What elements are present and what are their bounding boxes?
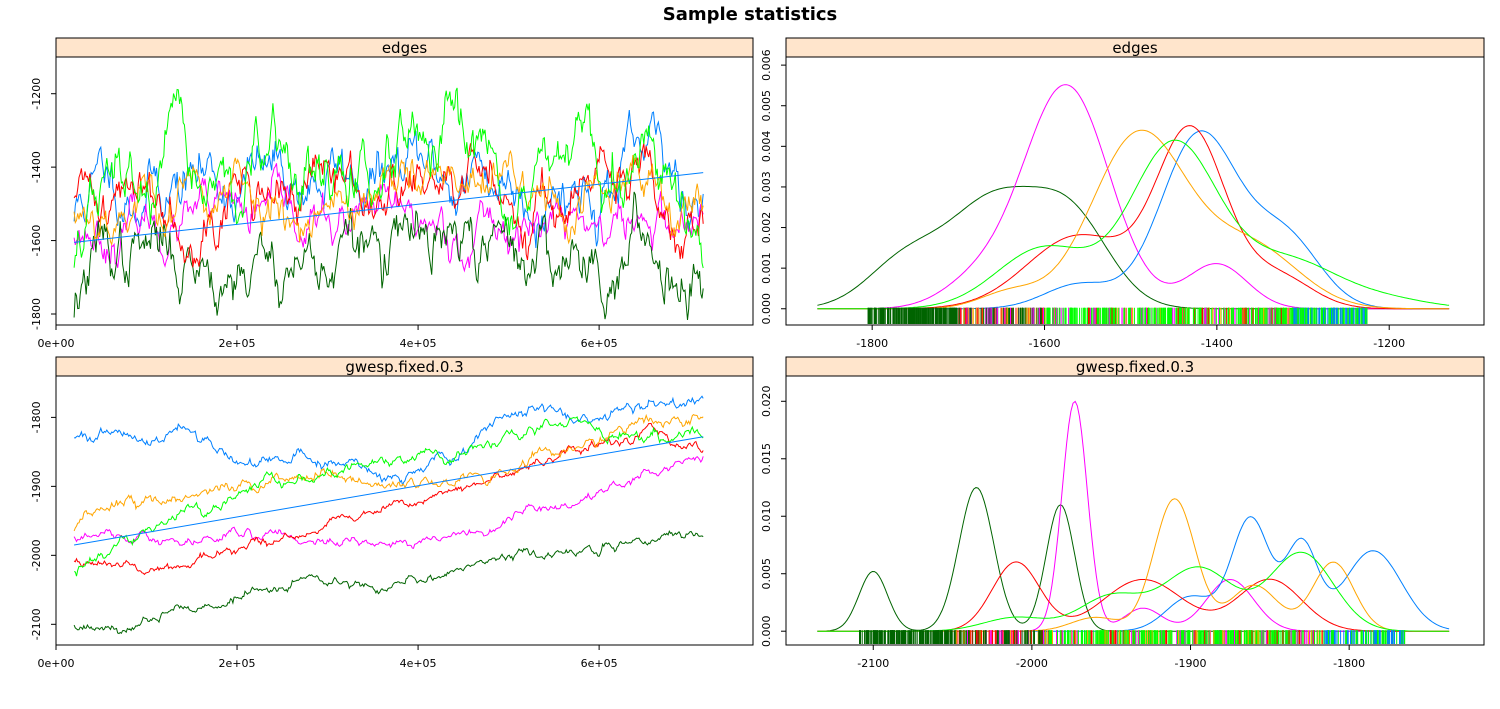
plot-area [817, 84, 1450, 324]
x-tick-label: 2e+05 [219, 337, 256, 350]
y-tick-label: -1900 [30, 470, 43, 502]
strip-label: gwesp.fixed.0.3 [1076, 358, 1194, 376]
trace-series-line [73, 456, 704, 549]
plot-frame [785, 56, 1485, 326]
density-series-line [817, 129, 1450, 310]
x-tick-label: -1800 [1333, 657, 1365, 670]
panel-edges-density: edges -1800 -1600 -1400 -1200 0.000 0.001 0.002… [760, 37, 1485, 350]
density-series-line [817, 125, 1450, 310]
x-tick-label: -1200 [1373, 337, 1405, 350]
x-tick-label: 0e+00 [38, 657, 75, 670]
plot-frame [55, 56, 754, 326]
x-tick-label: 4e+05 [400, 657, 437, 670]
y-tick-label: -1400 [30, 151, 43, 183]
strip-label: gwesp.fixed.0.3 [345, 358, 463, 376]
y-tick-label: -1600 [30, 225, 43, 257]
x-tick-label: 6e+05 [581, 337, 618, 350]
page-title: Sample statistics [662, 4, 838, 25]
y-tick-label: 0.000 [760, 293, 773, 325]
plot-frame [785, 375, 1485, 646]
y-tick-label: 0.015 [760, 443, 773, 475]
density-series-line [817, 185, 1450, 310]
y-tick-label: 0.003 [760, 171, 773, 203]
trace-series-line [73, 87, 704, 269]
y-tick-label: 0.004 [760, 131, 773, 163]
y-tick-label: 0.005 [760, 558, 773, 590]
y-tick-label: 0.000 [760, 615, 773, 647]
y-tick-label: 0.006 [760, 49, 773, 81]
density-series-line [817, 561, 1450, 632]
plot-area [73, 395, 704, 635]
density-series-line [817, 400, 1450, 632]
strip-label: edges [382, 39, 428, 57]
rug-marks [859, 630, 1406, 644]
x-tick-label: -2000 [1016, 657, 1048, 670]
density-series-line [817, 516, 1450, 632]
panel-edges-trace: edges 0e+00 2e+05 4e+05 6e+05 -1800 -1600 -1400… [30, 37, 754, 350]
rug-marks [867, 307, 1368, 324]
strip-label: edges [1112, 39, 1158, 57]
trace-series-line [74, 395, 704, 487]
plot-area [817, 400, 1450, 644]
plot-area [73, 87, 704, 321]
plot-frame [55, 375, 754, 646]
x-tick-label: 0e+00 [38, 337, 75, 350]
trace-series-line [73, 529, 704, 635]
x-tick-label: 6e+05 [581, 657, 618, 670]
trace-series-line [73, 416, 704, 577]
y-tick-label: 0.001 [760, 252, 773, 284]
y-tick-label: -2000 [30, 539, 43, 571]
density-series-line [817, 551, 1450, 632]
trend-line [74, 436, 704, 546]
y-tick-label: 0.002 [760, 212, 773, 244]
trace-series-line [73, 191, 704, 321]
density-series-line [817, 84, 1450, 310]
trace-series-line [73, 422, 704, 576]
x-tick-label: 2e+05 [219, 657, 256, 670]
trace-series-line [73, 110, 704, 249]
x-tick-label: -1600 [1029, 337, 1061, 350]
x-tick-label: 4e+05 [400, 337, 437, 350]
trace-series-line [73, 413, 704, 532]
density-series-line [817, 139, 1450, 310]
density-series-line [817, 130, 1450, 310]
panel-gwesp-trace: gwesp.fixed.0.3 0e+00 2e+05 4e+05 6e+05 -2100… [30, 356, 754, 670]
y-tick-label: 0.005 [760, 90, 773, 122]
y-tick-label: -1800 [30, 401, 43, 433]
y-tick-label: -1200 [30, 78, 43, 110]
trace-series-line [73, 143, 704, 268]
panel-gwesp-density: gwesp.fixed.0.3 -2100 -2000 -1900 -1800 0.000… [760, 356, 1485, 670]
x-tick-label: -1400 [1201, 337, 1233, 350]
x-tick-label: -1800 [856, 337, 888, 350]
y-tick-label: 0.010 [760, 500, 773, 532]
trend-line [74, 172, 704, 243]
y-tick-label: -2100 [30, 608, 43, 640]
y-tick-label: -1800 [30, 298, 43, 330]
trace-series-line [73, 149, 704, 247]
x-tick-label: -2100 [857, 657, 889, 670]
x-tick-label: -1900 [1175, 657, 1207, 670]
y-tick-label: 0.020 [760, 386, 773, 418]
